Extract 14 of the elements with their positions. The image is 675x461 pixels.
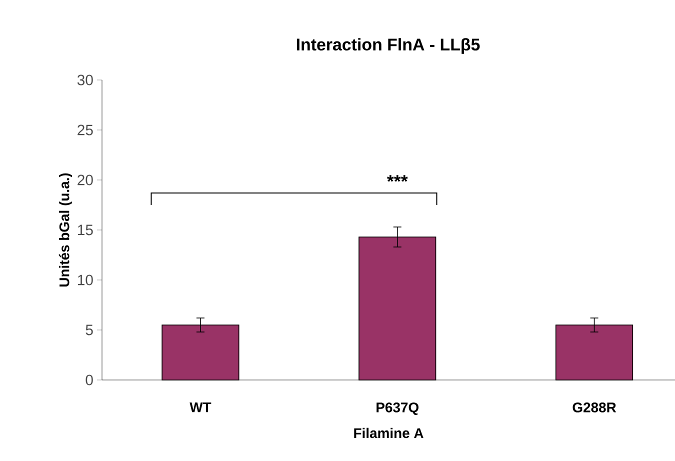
y-tick-label: 15 bbox=[78, 224, 93, 236]
x-tick-label: G288R bbox=[572, 402, 616, 412]
chart-title: Interaction FlnA - LLβ5 bbox=[296, 38, 480, 54]
y-tick-label: 25 bbox=[78, 124, 93, 136]
y-tick-label: 30 bbox=[77, 74, 93, 86]
x-tick-label: WT bbox=[190, 402, 212, 412]
y-tick-label: 5 bbox=[86, 324, 93, 336]
y-axis-title: Unités bGal (u.a.) bbox=[58, 173, 72, 286]
y-tick-label: 0 bbox=[86, 374, 93, 386]
x-tick-label: P637Q bbox=[376, 402, 418, 415]
x-axis-title: Filamine A bbox=[354, 428, 424, 438]
annotation: *** bbox=[386, 175, 408, 182]
y-tick-label: 10 bbox=[78, 274, 93, 286]
y-tick-label: 20 bbox=[78, 174, 93, 186]
